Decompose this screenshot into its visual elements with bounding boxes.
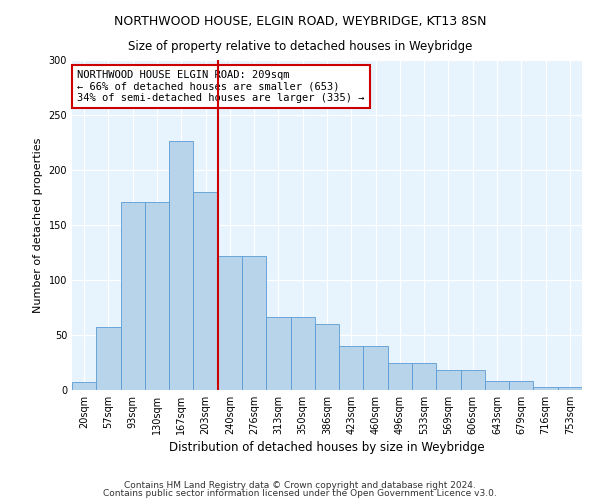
Bar xyxy=(266,318,290,390)
Bar xyxy=(169,142,193,390)
Bar xyxy=(315,324,339,390)
Bar xyxy=(533,386,558,390)
Text: Contains HM Land Registry data © Crown copyright and database right 2024.: Contains HM Land Registry data © Crown c… xyxy=(124,480,476,490)
Y-axis label: Number of detached properties: Number of detached properties xyxy=(33,138,43,312)
Bar xyxy=(96,328,121,390)
Bar xyxy=(558,386,582,390)
Text: Size of property relative to detached houses in Weybridge: Size of property relative to detached ho… xyxy=(128,40,472,53)
Bar xyxy=(193,192,218,390)
Bar xyxy=(412,362,436,390)
X-axis label: Distribution of detached houses by size in Weybridge: Distribution of detached houses by size … xyxy=(169,441,485,454)
Text: Contains public sector information licensed under the Open Government Licence v3: Contains public sector information licen… xyxy=(103,489,497,498)
Text: NORTHWOOD HOUSE ELGIN ROAD: 209sqm
← 66% of detached houses are smaller (653)
34: NORTHWOOD HOUSE ELGIN ROAD: 209sqm ← 66%… xyxy=(77,70,365,103)
Bar xyxy=(436,370,461,390)
Bar xyxy=(242,256,266,390)
Bar xyxy=(509,381,533,390)
Bar xyxy=(485,381,509,390)
Bar xyxy=(290,318,315,390)
Bar xyxy=(364,346,388,390)
Bar xyxy=(339,346,364,390)
Bar xyxy=(461,370,485,390)
Bar xyxy=(72,382,96,390)
Bar xyxy=(121,202,145,390)
Bar xyxy=(388,362,412,390)
Bar xyxy=(218,256,242,390)
Text: NORTHWOOD HOUSE, ELGIN ROAD, WEYBRIDGE, KT13 8SN: NORTHWOOD HOUSE, ELGIN ROAD, WEYBRIDGE, … xyxy=(114,15,486,28)
Bar xyxy=(145,202,169,390)
